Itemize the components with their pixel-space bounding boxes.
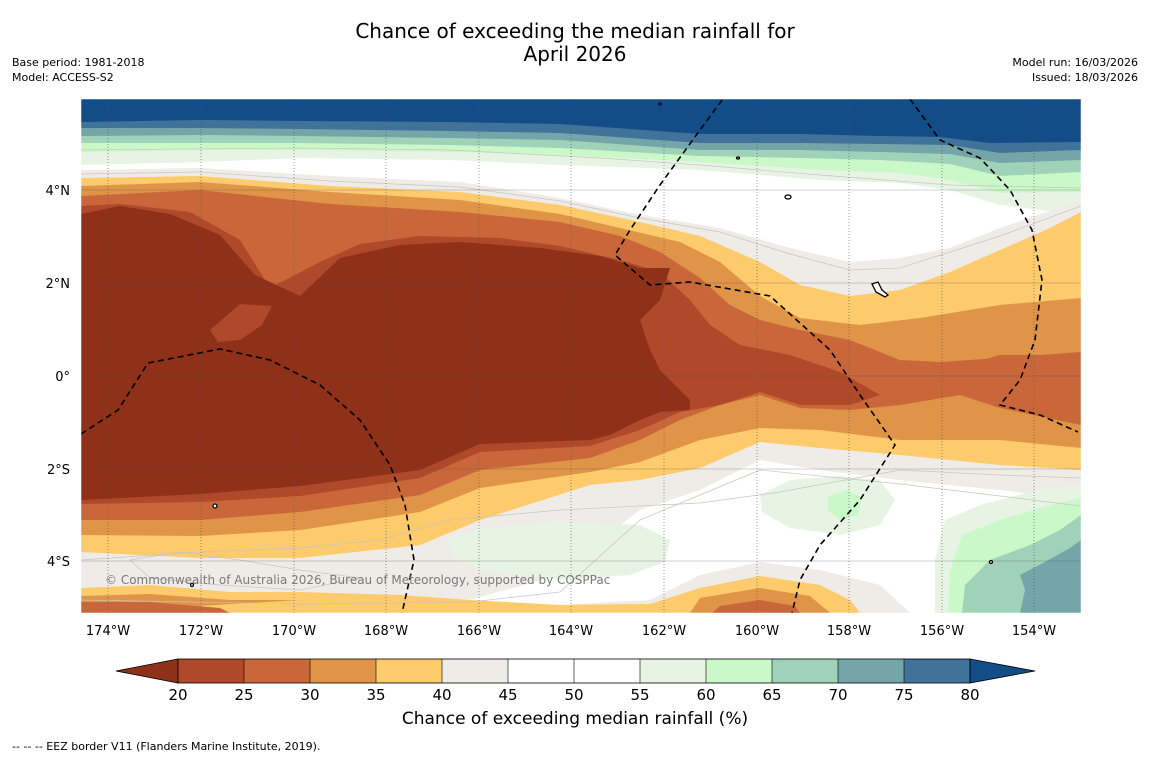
colorbar-dividers	[243, 659, 905, 683]
colorbar-tick: 40	[432, 686, 451, 704]
meta-right: Model run: 16/03/2026 Issued: 18/03/2026	[1012, 55, 1138, 85]
lat-label: 2°S	[47, 463, 70, 478]
colorbar-tick: 75	[894, 686, 913, 704]
colorbar-tick: 70	[828, 686, 847, 704]
colorbar-tick: 65	[762, 686, 781, 704]
copyright-watermark: © Commonwealth of Australia 2026, Bureau…	[105, 573, 610, 587]
colorbar-bin	[772, 659, 838, 683]
colorbar-bin	[244, 659, 310, 683]
colorbar-title: Chance of exceeding median rainfall (%)	[401, 709, 749, 729]
model-text: Model: ACCESS-S2	[12, 71, 114, 84]
colorbar-tick: 35	[366, 686, 385, 704]
lon-label: 172°W	[179, 624, 223, 639]
latitude-lines	[81, 189, 1081, 562]
lon-label: 170°W	[272, 624, 316, 639]
probability-field	[81, 99, 1081, 613]
island-4	[658, 102, 662, 106]
colorbar-extend-low	[115, 658, 179, 684]
island-kiritimati	[871, 281, 890, 298]
longitude-labels: 174°W 172°W 170°W 168°W 166°W 164°W 162°…	[86, 624, 1056, 639]
colorbar-tick-labels: 20 25 30 35 40 45 50 55 60 65 70 75 80	[168, 686, 979, 704]
lat-label: 4°N	[46, 184, 71, 199]
band-25-30-south-strip	[81, 600, 800, 613]
colorbar-tick: 20	[168, 686, 187, 704]
colorbar-tick: 25	[234, 686, 253, 704]
island-1	[784, 194, 792, 200]
patch-55-60-south-east	[760, 476, 895, 535]
colorbar-bin	[376, 659, 442, 683]
colorbar-tick: 50	[564, 686, 583, 704]
colorbar-tick: 45	[498, 686, 517, 704]
colorbar-tick: 30	[300, 686, 319, 704]
colorbar: 20 25 30 35 40 45 50 55 60 65 70 75 80	[115, 658, 1036, 704]
patch-60-65-south-east	[828, 490, 862, 520]
lon-label: 174°W	[86, 624, 130, 639]
lon-label: 156°W	[920, 624, 964, 639]
lon-label: 164°W	[549, 624, 593, 639]
map-title-line-1: Chance of exceeding the median rainfall …	[355, 19, 795, 43]
colorbar-tick: 60	[696, 686, 715, 704]
band-above-80-north	[81, 99, 1081, 143]
lat-label: 2°N	[46, 277, 71, 292]
colorbar-bin	[508, 659, 574, 683]
lon-label: 158°W	[827, 624, 871, 639]
map-frame	[80, 98, 1082, 614]
island-3	[735, 156, 741, 160]
patch-20-25-west	[210, 304, 272, 342]
colorbar-bin	[442, 659, 508, 683]
colorbar-extend-high	[969, 658, 1036, 684]
island-5	[189, 582, 195, 588]
eez-border-kiribati-gilbert	[81, 348, 415, 613]
issued-text: Issued: 18/03/2026	[1031, 71, 1138, 84]
band-below-20	[81, 206, 690, 500]
eez-border-line-islands	[909, 99, 1079, 433]
colorbar-bin	[838, 659, 904, 683]
colorbar-tick: 55	[630, 686, 649, 704]
island-2	[212, 503, 218, 509]
eez-border-phoenix-line	[613, 99, 896, 613]
islands	[189, 102, 994, 588]
lon-label: 154°W	[1012, 624, 1056, 639]
band-70-75-se	[1020, 540, 1081, 613]
lon-label: 168°W	[364, 624, 408, 639]
patch-55-60-south-central	[448, 522, 670, 580]
lon-label: 162°W	[642, 624, 686, 639]
latitude-labels: 4°N 2°N 0° 2°S 4°S	[46, 184, 71, 570]
lon-label: 166°W	[457, 624, 501, 639]
colorbar-bin	[178, 659, 244, 683]
colorbar-bin	[310, 659, 376, 683]
patch-25-30-east	[965, 355, 1081, 420]
colorbar-bin	[706, 659, 772, 683]
meta-left: Base period: 1981-2018 Model: ACCESS-S2	[12, 55, 144, 85]
map-title-line-2: April 2026	[523, 42, 627, 66]
colorbar-bin	[904, 659, 970, 683]
base-period-text: Base period: 1981-2018	[12, 56, 145, 69]
lat-label: 4°S	[47, 555, 70, 570]
eez-legend-text: -- -- -- EEZ border V11 (Flanders Marine…	[12, 740, 321, 753]
eez-borders	[81, 99, 1079, 613]
lat-label: 0°	[55, 370, 70, 385]
colorbar-bin	[640, 659, 706, 683]
colorbar-bin	[574, 659, 640, 683]
model-run-text: Model run: 16/03/2026	[1012, 56, 1138, 69]
island-6	[988, 559, 994, 565]
lon-label: 160°W	[735, 624, 779, 639]
colorbar-tick: 80	[960, 686, 979, 704]
contour-lines	[81, 147, 1081, 605]
